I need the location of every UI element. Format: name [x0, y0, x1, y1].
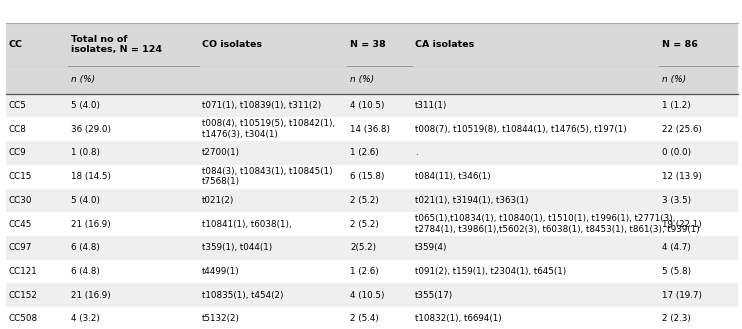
Text: t091(2), t159(1), t2304(1), t645(1): t091(2), t159(1), t2304(1), t645(1) [415, 267, 566, 276]
Text: 1 (2.6): 1 (2.6) [350, 148, 379, 158]
Bar [6, 117, 738, 141]
Text: Total no of
isolates, N = 124: Total no of isolates, N = 124 [71, 35, 162, 54]
Text: t008(7), t10519(8), t10844(1), t1476(5), t197(1): t008(7), t10519(8), t10844(1), t1476(5),… [415, 125, 626, 134]
Text: 5 (4.0): 5 (4.0) [71, 196, 100, 205]
Text: CC8: CC8 [9, 125, 27, 134]
Text: t10835(1), t454(2): t10835(1), t454(2) [202, 291, 283, 300]
Text: 0 (0.0): 0 (0.0) [662, 148, 691, 158]
Text: CC5: CC5 [9, 101, 27, 110]
Text: 14 (36.8): 14 (36.8) [350, 125, 390, 134]
Bar [6, 94, 738, 117]
Bar [6, 23, 738, 94]
Text: 3 (3.5): 3 (3.5) [662, 196, 691, 205]
Text: CO isolates: CO isolates [202, 40, 262, 49]
Text: 19 (22.1): 19 (22.1) [662, 219, 702, 229]
Text: CC: CC [9, 40, 23, 49]
Text: t2700(1): t2700(1) [202, 148, 240, 158]
Text: CC15: CC15 [9, 172, 33, 181]
Text: CC9: CC9 [9, 148, 27, 158]
Text: CC508: CC508 [9, 314, 38, 323]
Bar [6, 165, 738, 189]
Text: 21 (16.9): 21 (16.9) [71, 219, 111, 229]
Text: t084(11), t346(1): t084(11), t346(1) [415, 172, 490, 181]
Text: CC45: CC45 [9, 219, 33, 229]
Bar [6, 260, 738, 283]
Bar [6, 189, 738, 212]
Text: 36 (29.0): 36 (29.0) [71, 125, 111, 134]
Text: t071(1), t10839(1), t311(2): t071(1), t10839(1), t311(2) [202, 101, 321, 110]
Text: t065(1),t10834(1), t10840(1), t1510(1), t1996(1), t2771(3),
t2784(1), t3986(1),t: t065(1),t10834(1), t10840(1), t1510(1), … [415, 214, 700, 234]
Bar [6, 236, 738, 260]
Text: 5 (4.0): 5 (4.0) [71, 101, 100, 110]
Text: CC152: CC152 [9, 291, 38, 300]
Text: CA isolates: CA isolates [415, 40, 474, 49]
Text: N = 86: N = 86 [662, 40, 697, 49]
Text: t10832(1), t6694(1): t10832(1), t6694(1) [415, 314, 502, 323]
Text: 2 (5.2): 2 (5.2) [350, 196, 379, 205]
Text: 2 (2.3): 2 (2.3) [662, 314, 691, 323]
Text: t021(2): t021(2) [202, 196, 234, 205]
Text: CC121: CC121 [9, 267, 38, 276]
Text: 6 (4.8): 6 (4.8) [71, 243, 100, 252]
Text: n (%): n (%) [71, 75, 96, 84]
Text: 22 (25.6): 22 (25.6) [662, 125, 702, 134]
Text: .: . [415, 148, 418, 158]
Text: CC30: CC30 [9, 196, 33, 205]
Text: 4 (10.5): 4 (10.5) [350, 291, 384, 300]
Text: t359(4): t359(4) [415, 243, 447, 252]
Text: 6 (15.8): 6 (15.8) [350, 172, 384, 181]
Text: t5132(2): t5132(2) [202, 314, 240, 323]
Text: 18 (14.5): 18 (14.5) [71, 172, 111, 181]
Text: 1 (0.8): 1 (0.8) [71, 148, 100, 158]
Text: 12 (13.9): 12 (13.9) [662, 172, 702, 181]
Text: 21 (16.9): 21 (16.9) [71, 291, 111, 300]
Bar [6, 212, 738, 236]
Text: 4 (3.2): 4 (3.2) [71, 314, 100, 323]
Text: 5 (5.8): 5 (5.8) [662, 267, 691, 276]
Text: 1 (1.2): 1 (1.2) [662, 101, 691, 110]
Text: n (%): n (%) [662, 75, 686, 84]
Bar [6, 307, 738, 329]
Text: n (%): n (%) [350, 75, 375, 84]
Text: t10841(1), t6038(1),: t10841(1), t6038(1), [202, 219, 292, 229]
Text: 4 (10.5): 4 (10.5) [350, 101, 384, 110]
Bar [6, 141, 738, 165]
Text: t355(17): t355(17) [415, 291, 453, 300]
Text: t084(3), t10843(1), t10845(1)
t7568(1): t084(3), t10843(1), t10845(1) t7568(1) [202, 167, 332, 186]
Text: t359(1), t044(1): t359(1), t044(1) [202, 243, 272, 252]
Text: 17 (19.7): 17 (19.7) [662, 291, 702, 300]
Bar [6, 283, 738, 307]
Text: t4499(1): t4499(1) [202, 267, 240, 276]
Text: 2(5.2): 2(5.2) [350, 243, 376, 252]
Text: 2 (5.4): 2 (5.4) [350, 314, 379, 323]
Text: 2 (5.2): 2 (5.2) [350, 219, 379, 229]
Text: CC97: CC97 [9, 243, 33, 252]
Text: t311(1): t311(1) [415, 101, 447, 110]
Text: 1 (2.6): 1 (2.6) [350, 267, 379, 276]
Text: 6 (4.8): 6 (4.8) [71, 267, 100, 276]
Text: N = 38: N = 38 [350, 40, 386, 49]
Text: t008(4), t10519(5), t10842(1),
t1476(3), t304(1): t008(4), t10519(5), t10842(1), t1476(3),… [202, 119, 335, 139]
Text: t021(1), t3194(1), t363(1): t021(1), t3194(1), t363(1) [415, 196, 528, 205]
Text: 4 (4.7): 4 (4.7) [662, 243, 691, 252]
